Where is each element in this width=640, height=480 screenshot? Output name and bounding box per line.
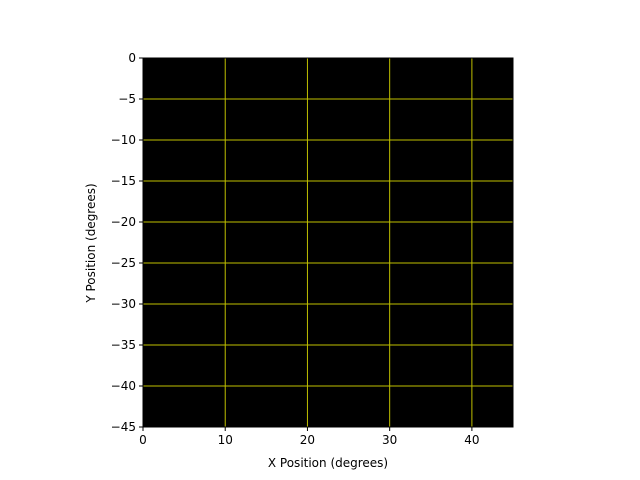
ticks: 0 10 20 30 40 0 −5 −10 −15 −20 −25 −30 −35 −40 −45 [111, 51, 480, 447]
y-tick-label: −45 [111, 420, 136, 434]
x-tick-label: 20 [300, 433, 315, 447]
plot-area [143, 58, 513, 427]
x-tick-label: 40 [464, 433, 479, 447]
y-tick-label: −40 [111, 379, 136, 393]
y-tick-label: −35 [111, 338, 136, 352]
y-tick-label: 0 [128, 51, 136, 65]
y-tick-label: −20 [111, 215, 136, 229]
x-tick-label: 0 [139, 433, 147, 447]
x-axis-label: X Position (degrees) [268, 456, 388, 470]
y-tick-label: −25 [111, 256, 136, 270]
x-tick-label: 30 [382, 433, 397, 447]
y-axis-label: Y Position (degrees) [84, 183, 98, 303]
y-tick-label: −15 [111, 174, 136, 188]
plot-frame [142, 57, 514, 428]
x-tick-label: 10 [218, 433, 233, 447]
y-tick-label: −5 [118, 92, 136, 106]
y-tick-label: −10 [111, 133, 136, 147]
y-tick-label: −30 [111, 297, 136, 311]
grid [142, 58, 513, 427]
